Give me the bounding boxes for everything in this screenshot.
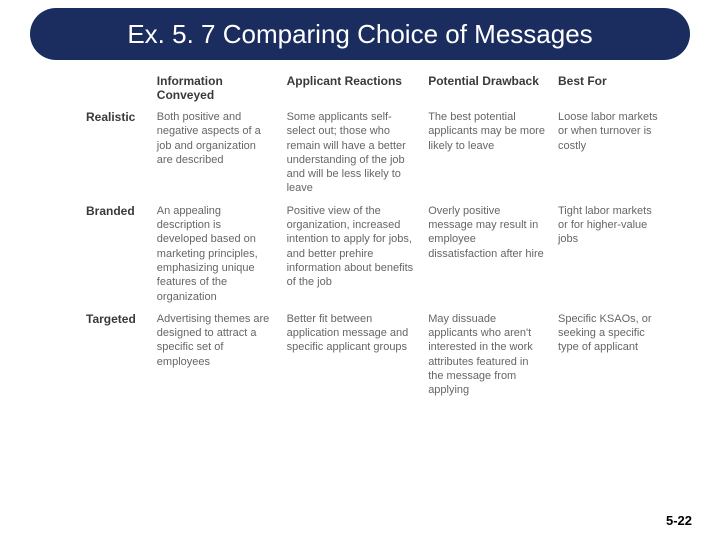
- cell: Tight labor markets or for higher-value …: [552, 200, 670, 308]
- cell: May dissuade applicants who aren't inter…: [422, 308, 552, 402]
- slide-title: Ex. 5. 7 Comparing Choice of Messages: [127, 19, 592, 50]
- table-row: Branded An appealing description is deve…: [80, 200, 670, 308]
- table-row: Targeted Advertising themes are designed…: [80, 308, 670, 402]
- col-header-reactions: Applicant Reactions: [281, 70, 423, 106]
- col-header-bestfor: Best For: [552, 70, 670, 106]
- table-header-row: Information Conveyed Applicant Reactions…: [80, 70, 670, 106]
- cell: Positive view of the organization, incre…: [281, 200, 423, 308]
- row-label-targeted: Targeted: [80, 308, 151, 402]
- cell: Better fit between application message a…: [281, 308, 423, 402]
- row-label-realistic: Realistic: [80, 106, 151, 200]
- cell: Loose labor markets or when turnover is …: [552, 106, 670, 200]
- cell: Both positive and negative aspects of a …: [151, 106, 281, 200]
- cell: Overly positive message may result in em…: [422, 200, 552, 308]
- comparison-table: Information Conveyed Applicant Reactions…: [80, 70, 670, 402]
- col-header-info: Information Conveyed: [151, 70, 281, 106]
- cell: Some applicants self-select out; those w…: [281, 106, 423, 200]
- title-bar: Ex. 5. 7 Comparing Choice of Messages: [30, 8, 690, 60]
- cell: Advertising themes are designed to attra…: [151, 308, 281, 402]
- table-row: Realistic Both positive and negative asp…: [80, 106, 670, 200]
- slide: Ex. 5. 7 Comparing Choice of Messages In…: [0, 0, 720, 540]
- cell: An appealing description is developed ba…: [151, 200, 281, 308]
- row-label-branded: Branded: [80, 200, 151, 308]
- cell: Specific KSAOs, or seeking a specific ty…: [552, 308, 670, 402]
- col-header-empty: [80, 70, 151, 106]
- page-number: 5-22: [666, 513, 692, 528]
- table: Information Conveyed Applicant Reactions…: [80, 70, 670, 402]
- cell: The best potential applicants may be mor…: [422, 106, 552, 200]
- col-header-drawback: Potential Drawback: [422, 70, 552, 106]
